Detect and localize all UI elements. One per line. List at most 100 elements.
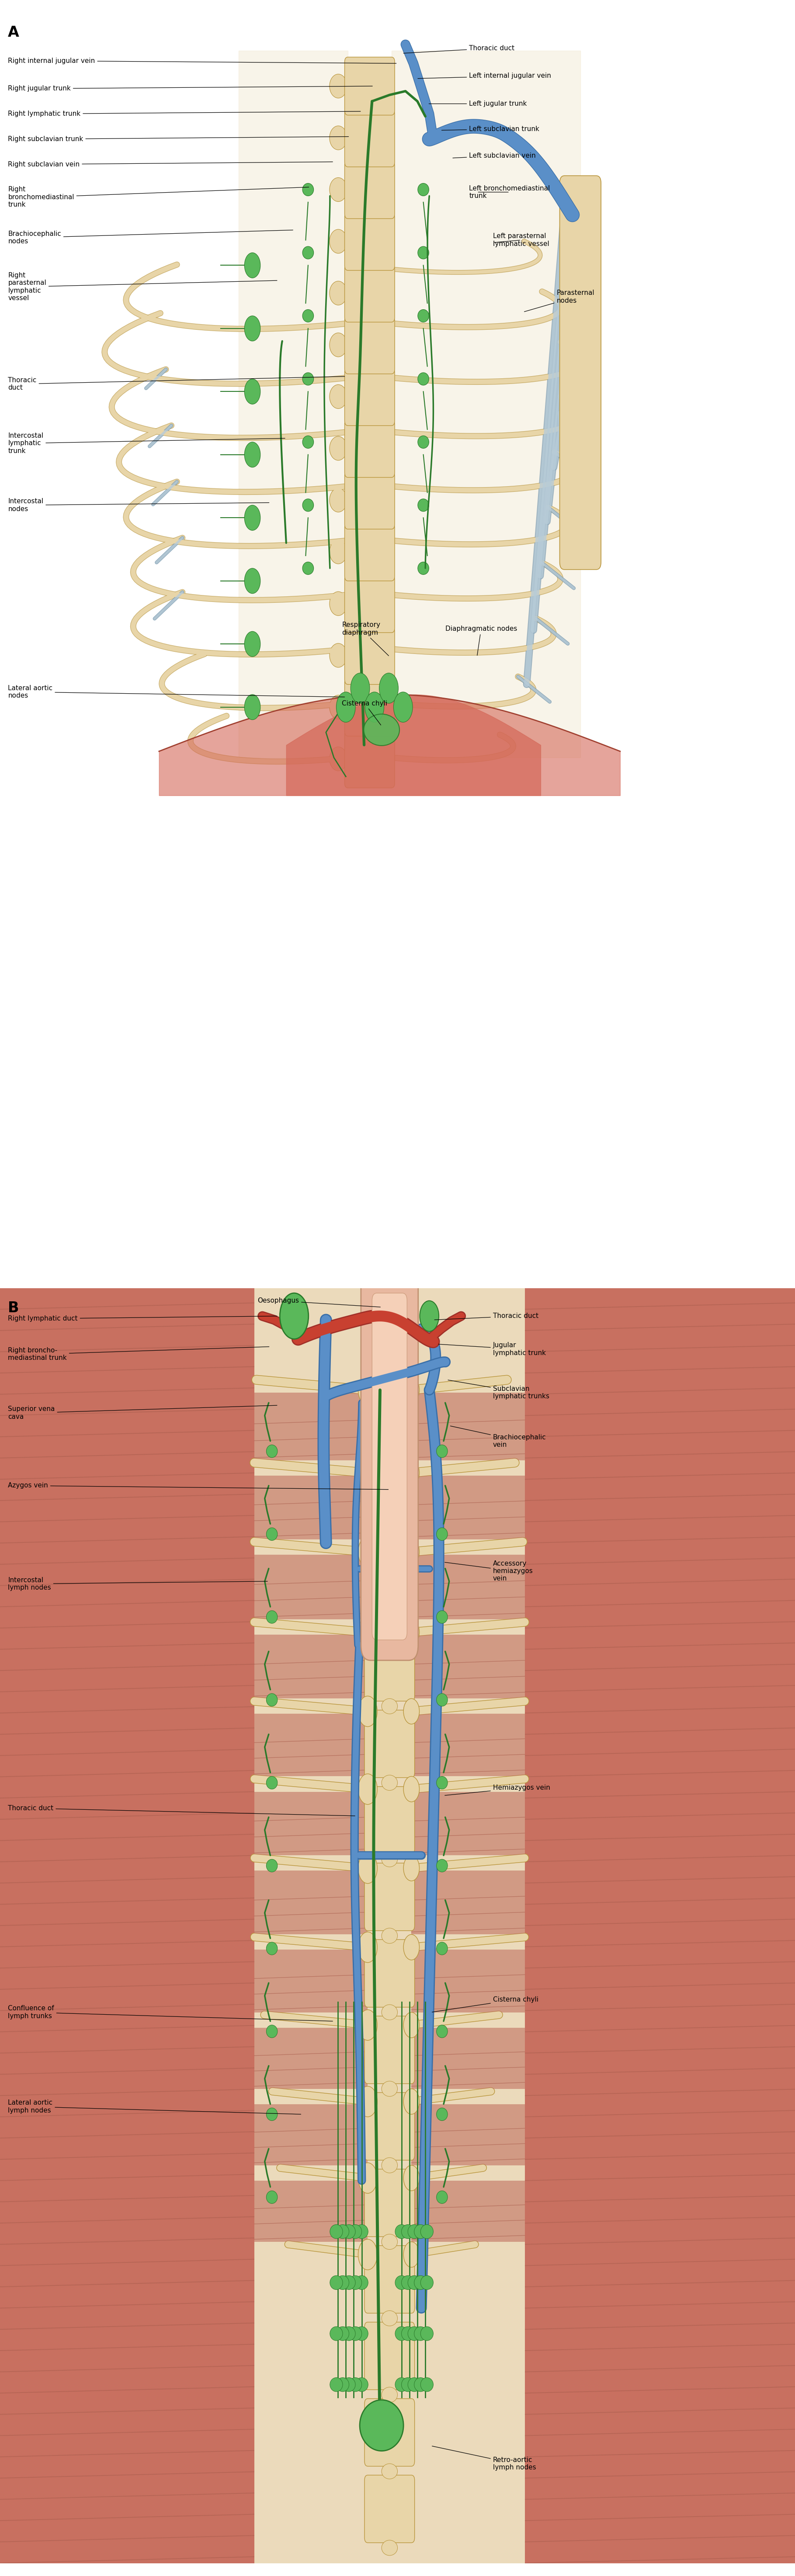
Text: Thoracic
duct: Thoracic duct xyxy=(8,376,344,392)
Ellipse shape xyxy=(421,2378,433,2391)
Ellipse shape xyxy=(382,2233,398,2249)
FancyBboxPatch shape xyxy=(344,317,394,374)
Ellipse shape xyxy=(329,644,347,667)
Ellipse shape xyxy=(329,281,347,304)
FancyBboxPatch shape xyxy=(364,1710,415,1777)
Ellipse shape xyxy=(418,247,429,260)
FancyBboxPatch shape xyxy=(344,729,394,788)
Bar xyxy=(254,1713,367,1777)
Ellipse shape xyxy=(418,183,429,196)
Ellipse shape xyxy=(436,1528,448,1540)
Text: Right
parasternal
lymphatic
vessel: Right parasternal lymphatic vessel xyxy=(8,273,277,301)
Text: Left jugular trunk: Left jugular trunk xyxy=(429,100,527,108)
Ellipse shape xyxy=(414,2326,427,2342)
Bar xyxy=(412,1636,525,1698)
FancyBboxPatch shape xyxy=(364,2398,415,2465)
Ellipse shape xyxy=(401,2226,414,2239)
Circle shape xyxy=(403,2166,420,2190)
Ellipse shape xyxy=(395,2326,408,2342)
Ellipse shape xyxy=(266,2107,277,2120)
Ellipse shape xyxy=(302,247,313,260)
Circle shape xyxy=(403,2089,420,2115)
Circle shape xyxy=(403,1378,420,1404)
Ellipse shape xyxy=(336,2326,349,2342)
Ellipse shape xyxy=(343,2226,355,2239)
Ellipse shape xyxy=(414,2226,427,2239)
Ellipse shape xyxy=(302,374,313,386)
Text: Right subclavian vein: Right subclavian vein xyxy=(8,162,332,167)
Ellipse shape xyxy=(329,592,347,616)
Ellipse shape xyxy=(302,435,313,448)
Ellipse shape xyxy=(329,332,347,358)
Ellipse shape xyxy=(349,2275,362,2290)
Ellipse shape xyxy=(401,2326,414,2342)
Circle shape xyxy=(244,317,261,340)
Circle shape xyxy=(244,252,261,278)
Bar xyxy=(412,1950,525,2012)
Ellipse shape xyxy=(408,2378,421,2391)
Ellipse shape xyxy=(382,2388,398,2403)
Ellipse shape xyxy=(349,2378,362,2391)
Ellipse shape xyxy=(382,1546,398,1561)
FancyBboxPatch shape xyxy=(344,57,394,116)
Text: Retro-aortic
lymph nodes: Retro-aortic lymph nodes xyxy=(432,2447,536,2470)
Ellipse shape xyxy=(408,2326,421,2342)
Ellipse shape xyxy=(408,2275,421,2290)
Text: Thoracic duct: Thoracic duct xyxy=(8,1806,355,1816)
Circle shape xyxy=(358,1458,377,1489)
Text: Right internal jugular vein: Right internal jugular vein xyxy=(8,57,396,64)
Text: Superior vena
cava: Superior vena cava xyxy=(8,1406,277,1419)
Ellipse shape xyxy=(266,1942,277,1955)
FancyBboxPatch shape xyxy=(364,2476,415,2543)
Ellipse shape xyxy=(330,2226,343,2239)
Text: Brachiocephalic
nodes: Brachiocephalic nodes xyxy=(8,229,293,245)
Bar xyxy=(254,1870,367,1935)
Circle shape xyxy=(403,1461,420,1486)
FancyBboxPatch shape xyxy=(364,1788,415,1855)
Ellipse shape xyxy=(382,1852,398,1868)
FancyBboxPatch shape xyxy=(364,2169,415,2236)
Ellipse shape xyxy=(336,2275,349,2290)
Bar xyxy=(412,1793,525,1855)
Text: A: A xyxy=(8,26,19,39)
Text: Brachiocephalic
vein: Brachiocephalic vein xyxy=(450,1427,546,1448)
Text: Jugular
lymphatic trunk: Jugular lymphatic trunk xyxy=(439,1342,546,1358)
Bar xyxy=(254,1950,367,2012)
Bar xyxy=(412,2027,525,2089)
Ellipse shape xyxy=(436,1610,448,1623)
Circle shape xyxy=(358,2164,377,2192)
FancyBboxPatch shape xyxy=(344,211,394,270)
Polygon shape xyxy=(392,52,580,757)
Ellipse shape xyxy=(329,435,347,461)
Ellipse shape xyxy=(382,1468,398,1484)
Text: Right lymphatic trunk: Right lymphatic trunk xyxy=(8,111,360,116)
FancyBboxPatch shape xyxy=(361,1273,418,1662)
Ellipse shape xyxy=(382,2081,398,2097)
Text: Left internal jugular vein: Left internal jugular vein xyxy=(418,72,551,80)
Ellipse shape xyxy=(336,2378,349,2391)
Bar xyxy=(412,1553,525,1620)
Text: Accessory
hemiazygos
vein: Accessory hemiazygos vein xyxy=(445,1561,533,1582)
Ellipse shape xyxy=(382,1775,398,1790)
Circle shape xyxy=(244,379,261,404)
Ellipse shape xyxy=(343,2378,355,2391)
Ellipse shape xyxy=(395,2275,408,2290)
Ellipse shape xyxy=(336,2226,349,2239)
Ellipse shape xyxy=(266,2025,277,2038)
Ellipse shape xyxy=(329,229,347,252)
Ellipse shape xyxy=(355,2378,368,2391)
Ellipse shape xyxy=(355,2226,368,2239)
Ellipse shape xyxy=(408,2226,421,2239)
Ellipse shape xyxy=(355,2326,368,2342)
FancyBboxPatch shape xyxy=(364,1327,415,1396)
Ellipse shape xyxy=(395,2226,408,2239)
Text: Cisterna chyli: Cisterna chyli xyxy=(432,1996,538,2012)
Text: Thoracic duct: Thoracic duct xyxy=(404,44,514,54)
Bar xyxy=(254,1288,525,2563)
Circle shape xyxy=(244,569,261,592)
Circle shape xyxy=(358,1538,377,1566)
Ellipse shape xyxy=(382,2004,398,2020)
Ellipse shape xyxy=(436,2190,448,2202)
Ellipse shape xyxy=(302,183,313,196)
Ellipse shape xyxy=(382,2159,398,2174)
